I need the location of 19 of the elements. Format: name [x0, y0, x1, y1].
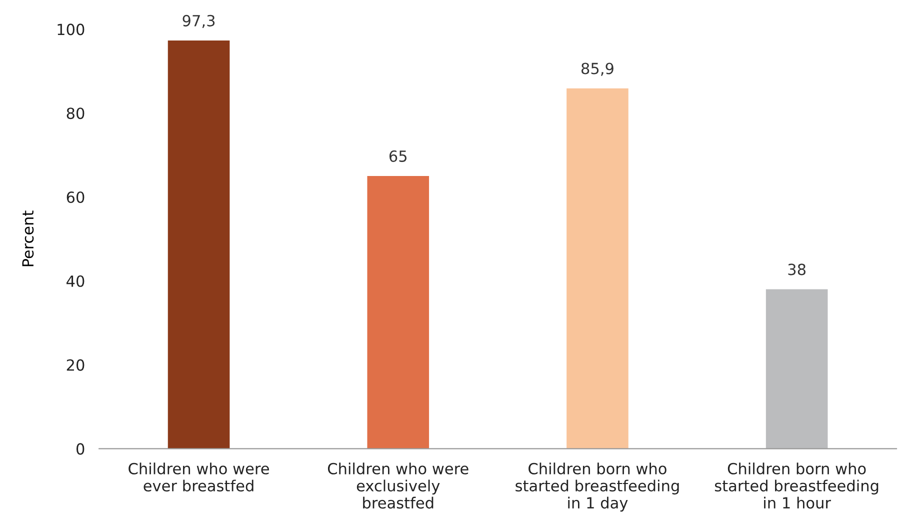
y-tick-label: 100: [58, 24, 84, 36]
bar: [367, 176, 430, 449]
y-tick-label: 80: [66, 108, 84, 120]
x-tick-label: Children who were ever breastfed: [128, 462, 269, 492]
x-tick-label: Children born who started breastfeeding in 1 day: [516, 462, 679, 512]
y-tick-label: 40: [66, 275, 84, 287]
x-tick-label: Children born who started breastfeeding in 1 hour: [714, 462, 878, 509]
bar: [566, 88, 628, 449]
bar: [766, 289, 828, 449]
data-label: 38: [788, 264, 806, 276]
data-label: 97,3: [182, 14, 215, 28]
bar: [168, 40, 230, 449]
y-axis-title: Percent: [22, 210, 34, 266]
data-label: 65: [389, 150, 407, 162]
x-tick-label: Children who were exclusively breastfed: [328, 462, 468, 509]
y-tick-label: 0: [76, 443, 84, 455]
y-tick-label: 60: [66, 191, 84, 204]
y-tick-label: 20: [66, 359, 84, 371]
data-label: 85,9: [582, 62, 614, 76]
